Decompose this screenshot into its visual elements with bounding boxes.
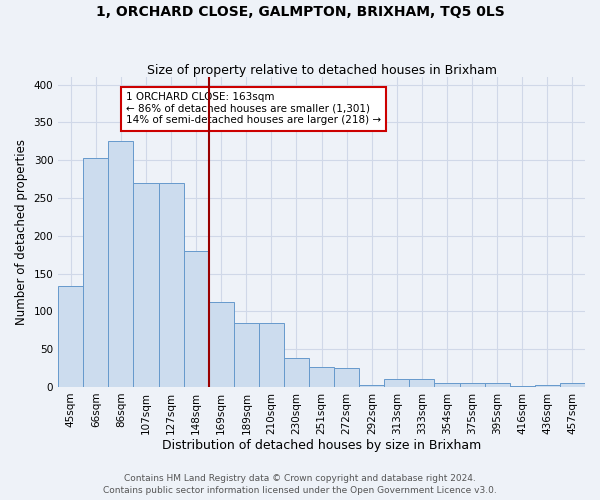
Bar: [109, 142, 133, 387]
Bar: [184, 251, 209, 387]
Bar: [560, 383, 585, 387]
Bar: [209, 302, 234, 387]
Bar: [259, 322, 284, 387]
Text: 1 ORCHARD CLOSE: 163sqm
← 86% of detached houses are smaller (1,301)
14% of semi: 1 ORCHARD CLOSE: 163sqm ← 86% of detache…: [126, 92, 381, 126]
Bar: [359, 384, 385, 387]
Text: Contains HM Land Registry data © Crown copyright and database right 2024.
Contai: Contains HM Land Registry data © Crown c…: [103, 474, 497, 495]
Bar: [485, 383, 510, 387]
Bar: [460, 383, 485, 387]
Text: 1, ORCHARD CLOSE, GALMPTON, BRIXHAM, TQ5 0LS: 1, ORCHARD CLOSE, GALMPTON, BRIXHAM, TQ5…: [95, 5, 505, 19]
Bar: [434, 383, 460, 387]
Bar: [510, 386, 535, 387]
Bar: [58, 286, 83, 387]
Bar: [83, 158, 109, 387]
X-axis label: Distribution of detached houses by size in Brixham: Distribution of detached houses by size …: [162, 440, 481, 452]
Bar: [158, 183, 184, 387]
Y-axis label: Number of detached properties: Number of detached properties: [15, 139, 28, 325]
Bar: [535, 384, 560, 387]
Title: Size of property relative to detached houses in Brixham: Size of property relative to detached ho…: [146, 64, 497, 77]
Bar: [309, 366, 334, 387]
Bar: [409, 378, 434, 387]
Bar: [284, 358, 309, 387]
Bar: [385, 378, 409, 387]
Bar: [234, 322, 259, 387]
Bar: [334, 368, 359, 387]
Bar: [133, 183, 158, 387]
